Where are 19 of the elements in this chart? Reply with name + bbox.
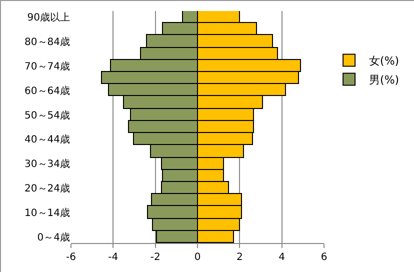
x-tick-label: 6 [320, 252, 328, 263]
legend-label: 女(%) [369, 54, 400, 68]
y-tick-label: 30～34歳 [24, 158, 70, 170]
x-tick-label: -4 [108, 252, 118, 263]
y-tick-label: 70～74歳 [24, 60, 70, 72]
x-tick-label: -6 [66, 252, 76, 263]
y-tick-label: 0～4歳 [37, 231, 70, 244]
y-tick-label: 80～84歳 [24, 36, 70, 48]
y-tick-label: 20～24歳 [24, 182, 70, 195]
x-tick-label: 2 [236, 252, 243, 263]
y-tick-label: 50～54歳 [24, 109, 70, 122]
y-tick-label: 90歳以上 [27, 12, 70, 24]
y-tick-label: 40～44歳 [24, 134, 70, 146]
legend-label: 男(%) [369, 74, 400, 87]
y-tick-label: 60～64歳 [24, 84, 70, 97]
y-tick-label: 10～14歳 [24, 206, 70, 219]
x-tick-label: 4 [278, 252, 286, 263]
x-tick-label: -2 [150, 252, 160, 263]
x-tick-label: 0 [194, 252, 201, 263]
